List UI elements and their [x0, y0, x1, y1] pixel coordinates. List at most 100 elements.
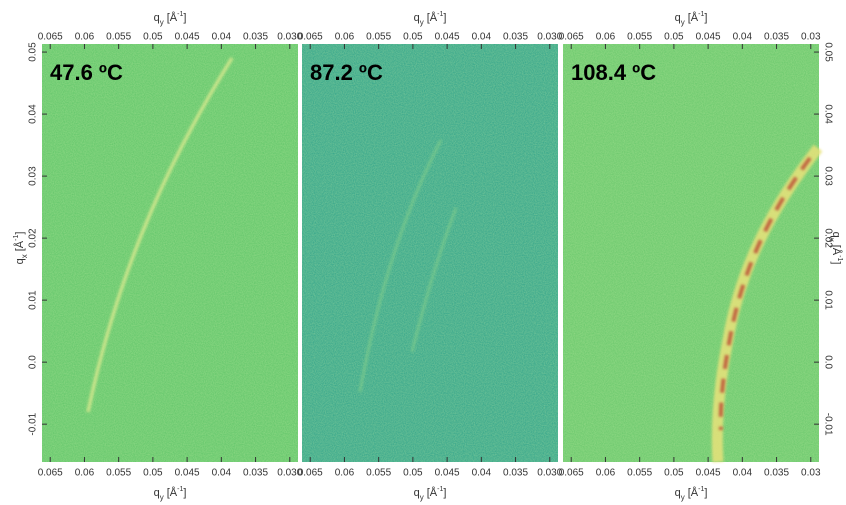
- y-tick-label: 0.0: [28, 355, 39, 369]
- y-tick-label: 0.03: [822, 166, 833, 186]
- axis-label: qx [Å-1]: [13, 232, 29, 265]
- label-unit: [Å: [167, 11, 178, 24]
- scattering-arc: [86, 57, 234, 413]
- panel-noise: [302, 44, 558, 462]
- x-tick-label: 0.065: [559, 32, 584, 43]
- temperature-label: 87.2 ºC: [310, 60, 383, 85]
- x-tick-label: 0.04: [472, 32, 492, 43]
- label-end: ]: [704, 487, 707, 499]
- label-subscript: y: [420, 493, 424, 502]
- axis-label: qy [Å-1]: [414, 11, 447, 27]
- scattering-arc: [358, 139, 443, 393]
- scattering-arc: [718, 156, 812, 431]
- x-tick-label: 0.030: [277, 468, 302, 479]
- label-subscript: y: [160, 18, 164, 27]
- label-symbol: q: [154, 12, 160, 24]
- x-tick-label: 0.045: [435, 32, 460, 43]
- axis-label: qy [Å-1]: [675, 486, 708, 502]
- x-tick-label: 0.065: [559, 468, 584, 479]
- label-superscript: -1: [177, 11, 183, 18]
- x-tick-label: 0.055: [106, 32, 131, 43]
- y-tick-label: 0.01: [28, 290, 39, 310]
- y-tick-label: 0.03: [28, 166, 39, 186]
- y-tick-label: -0.01: [28, 412, 39, 435]
- x-tick-label: 0.045: [435, 468, 460, 479]
- x-tick-label: 0.06: [75, 32, 95, 43]
- x-tick-label: 0.055: [106, 468, 131, 479]
- label-unit: [Å: [830, 245, 843, 256]
- label-symbol: q: [14, 258, 26, 264]
- x-tick-label: 0.04: [733, 468, 753, 479]
- label-end: ]: [704, 12, 707, 24]
- label-superscript: -1: [836, 255, 843, 261]
- label-symbol: q: [154, 487, 160, 499]
- label-unit: [Å: [688, 11, 699, 24]
- x-tick-label: 0.055: [366, 468, 391, 479]
- label-superscript: -1: [13, 235, 20, 241]
- label-superscript: -1: [177, 486, 183, 493]
- label-subscript: y: [681, 493, 685, 502]
- x-tick-label: 0.06: [335, 468, 355, 479]
- panel: 108.4 ºC 0.065 0.065 0.06 0.06 0.055 0.055 0.05…: [559, 11, 843, 502]
- x-tick-label: 0.04: [212, 468, 232, 479]
- label-end: ]: [443, 12, 446, 24]
- y-tick-label: 0.02: [822, 228, 833, 248]
- label-subscript: y: [160, 493, 164, 502]
- label-superscript: -1: [437, 486, 443, 493]
- temperature-label: 108.4 ºC: [571, 60, 656, 85]
- x-tick-label: 0.045: [175, 32, 200, 43]
- axis-label: qy [Å-1]: [675, 11, 708, 27]
- label-unit: [Å: [13, 240, 26, 251]
- x-tick-label: 0.045: [696, 468, 721, 479]
- label-end: ]: [443, 487, 446, 499]
- x-tick-label: 0.030: [537, 468, 562, 479]
- x-tick-label: 0.065: [38, 32, 63, 43]
- label-unit: [Å: [167, 486, 178, 499]
- x-tick-label: 0.055: [366, 32, 391, 43]
- label-superscript: -1: [437, 11, 443, 18]
- x-tick-label: 0.06: [596, 32, 616, 43]
- x-tick-label: 0.045: [696, 32, 721, 43]
- scattering-arc: [410, 207, 458, 353]
- x-tick-label: 0.05: [403, 468, 423, 479]
- label-symbol: q: [675, 12, 681, 24]
- label-symbol: q: [675, 487, 681, 499]
- label-subscript: x: [827, 238, 836, 242]
- y-tick-label: 0.0: [822, 355, 833, 369]
- x-tick-label: 0.035: [503, 468, 528, 479]
- axis-label: qy [Å-1]: [154, 486, 187, 502]
- x-tick-label: 0.04: [733, 32, 753, 43]
- x-tick-label: 0.06: [335, 32, 355, 43]
- label-symbol: q: [414, 487, 420, 499]
- y-tick-label: 0.02: [28, 228, 39, 248]
- panel: 87.2 ºC 0.065 0.065 0.06 0.06 0.055 0.055 0.05 0…: [298, 11, 563, 502]
- label-subscript: y: [420, 18, 424, 27]
- y-tick-label: -0.01: [822, 413, 833, 436]
- label-unit: [Å: [427, 11, 438, 24]
- x-tick-label: 0.05: [664, 32, 684, 43]
- x-tick-label: 0.05: [403, 32, 423, 43]
- x-tick-label: 0.065: [298, 32, 323, 43]
- x-tick-label: 0.04: [472, 468, 492, 479]
- panel-noise: [563, 44, 819, 462]
- x-tick-label: 0.03: [801, 468, 821, 479]
- x-tick-label: 0.035: [243, 468, 268, 479]
- label-unit: [Å: [688, 486, 699, 499]
- label-unit: [Å: [427, 486, 438, 499]
- x-tick-label: 0.05: [143, 32, 163, 43]
- label-superscript: -1: [698, 486, 704, 493]
- label-end: ]: [183, 12, 186, 24]
- x-tick-label: 0.05: [664, 468, 684, 479]
- label-superscript: -1: [698, 11, 704, 18]
- x-tick-label: 0.06: [596, 468, 616, 479]
- axis-label: qx [Å-1]: [827, 232, 843, 265]
- axis-label: qy [Å-1]: [154, 11, 187, 27]
- x-tick-label: 0.055: [627, 32, 652, 43]
- label-subscript: x: [20, 254, 29, 258]
- panel: 47.6 ºC 0.065 0.065 0.06 0.06 0.055 0.055 0.05 0…: [13, 11, 303, 502]
- x-tick-label: 0.055: [627, 468, 652, 479]
- x-tick-label: 0.035: [764, 32, 789, 43]
- x-tick-label: 0.06: [75, 468, 95, 479]
